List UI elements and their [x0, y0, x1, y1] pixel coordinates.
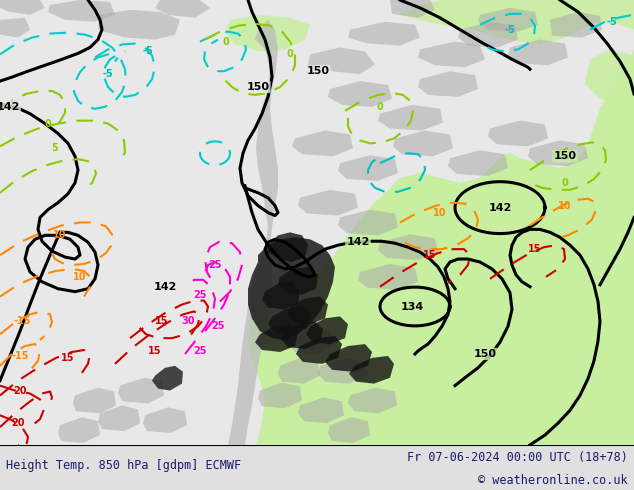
Polygon shape [418, 42, 485, 67]
Text: 150: 150 [474, 349, 496, 359]
Polygon shape [358, 264, 418, 290]
Polygon shape [378, 105, 443, 130]
Polygon shape [325, 344, 372, 372]
Polygon shape [298, 397, 344, 423]
Polygon shape [308, 48, 375, 74]
Polygon shape [328, 81, 392, 107]
Text: 25: 25 [193, 290, 207, 300]
Text: 15: 15 [155, 317, 169, 326]
Polygon shape [458, 22, 518, 48]
Polygon shape [155, 0, 210, 18]
Text: 15: 15 [61, 353, 75, 363]
Text: 150: 150 [306, 66, 330, 76]
Text: 10: 10 [74, 272, 87, 282]
Text: 5: 5 [51, 143, 58, 153]
Polygon shape [143, 407, 187, 433]
Polygon shape [48, 0, 115, 22]
Polygon shape [287, 296, 328, 324]
Polygon shape [348, 22, 420, 46]
Polygon shape [298, 190, 358, 216]
Text: 0: 0 [223, 37, 230, 47]
Polygon shape [550, 12, 602, 38]
Polygon shape [292, 130, 353, 156]
Text: -15: -15 [13, 317, 31, 326]
Polygon shape [248, 237, 335, 340]
Polygon shape [400, 0, 634, 45]
Polygon shape [448, 150, 508, 176]
Polygon shape [318, 358, 368, 384]
Text: -5: -5 [143, 47, 153, 56]
Polygon shape [378, 234, 438, 260]
Polygon shape [338, 210, 398, 235]
Polygon shape [306, 317, 348, 344]
Polygon shape [328, 417, 370, 443]
Text: 30: 30 [181, 317, 195, 326]
Text: 134: 134 [401, 301, 424, 312]
Text: 15: 15 [528, 244, 541, 254]
Polygon shape [478, 8, 538, 32]
Text: 0: 0 [562, 178, 568, 188]
Text: -5: -5 [505, 24, 515, 35]
Polygon shape [296, 336, 342, 364]
Polygon shape [248, 0, 634, 445]
Polygon shape [0, 0, 45, 15]
Text: Fr 07-06-2024 00:00 UTC (18+78): Fr 07-06-2024 00:00 UTC (18+78) [407, 451, 628, 464]
Polygon shape [349, 356, 394, 384]
Text: 142: 142 [488, 203, 512, 213]
Polygon shape [0, 18, 30, 38]
Text: 0: 0 [44, 119, 51, 128]
Text: 15: 15 [148, 346, 162, 356]
Text: 10: 10 [53, 230, 67, 240]
Polygon shape [348, 388, 397, 413]
Text: 142: 142 [153, 282, 177, 292]
Polygon shape [118, 378, 164, 403]
Polygon shape [258, 383, 302, 408]
Text: -5: -5 [607, 17, 618, 27]
Text: 20: 20 [11, 418, 25, 428]
Text: 20: 20 [13, 386, 27, 395]
Polygon shape [228, 20, 278, 445]
Polygon shape [98, 10, 180, 40]
Polygon shape [390, 0, 435, 18]
Polygon shape [268, 232, 308, 262]
Text: Height Temp. 850 hPa [gdpm] ECMWF: Height Temp. 850 hPa [gdpm] ECMWF [6, 459, 242, 472]
Polygon shape [225, 15, 310, 51]
Polygon shape [262, 282, 300, 310]
Text: 142: 142 [346, 237, 370, 247]
Polygon shape [278, 267, 318, 294]
Polygon shape [418, 71, 478, 97]
Polygon shape [255, 324, 298, 352]
Text: -15: -15 [11, 351, 29, 361]
Polygon shape [288, 328, 332, 354]
Polygon shape [488, 121, 548, 147]
Polygon shape [58, 417, 100, 443]
Polygon shape [338, 155, 398, 181]
Polygon shape [73, 388, 116, 413]
Text: -5: -5 [103, 69, 113, 79]
Text: 25: 25 [208, 260, 222, 270]
Polygon shape [585, 49, 634, 104]
Text: 142: 142 [0, 102, 20, 112]
Text: © weatheronline.co.uk: © weatheronline.co.uk [478, 473, 628, 487]
Polygon shape [528, 141, 588, 166]
Text: 15: 15 [424, 250, 437, 260]
Polygon shape [268, 307, 310, 334]
Polygon shape [508, 40, 568, 65]
Text: 10: 10 [433, 208, 447, 218]
Text: 25: 25 [193, 346, 207, 356]
Polygon shape [152, 366, 183, 391]
Text: 150: 150 [553, 151, 576, 161]
Text: 25: 25 [211, 321, 224, 331]
Polygon shape [281, 321, 323, 349]
Text: 150: 150 [247, 82, 269, 92]
Text: 0: 0 [377, 102, 384, 112]
Polygon shape [278, 358, 320, 384]
Polygon shape [393, 130, 453, 156]
Text: 0: 0 [287, 49, 294, 59]
Text: 10: 10 [559, 200, 572, 211]
Polygon shape [98, 405, 140, 431]
